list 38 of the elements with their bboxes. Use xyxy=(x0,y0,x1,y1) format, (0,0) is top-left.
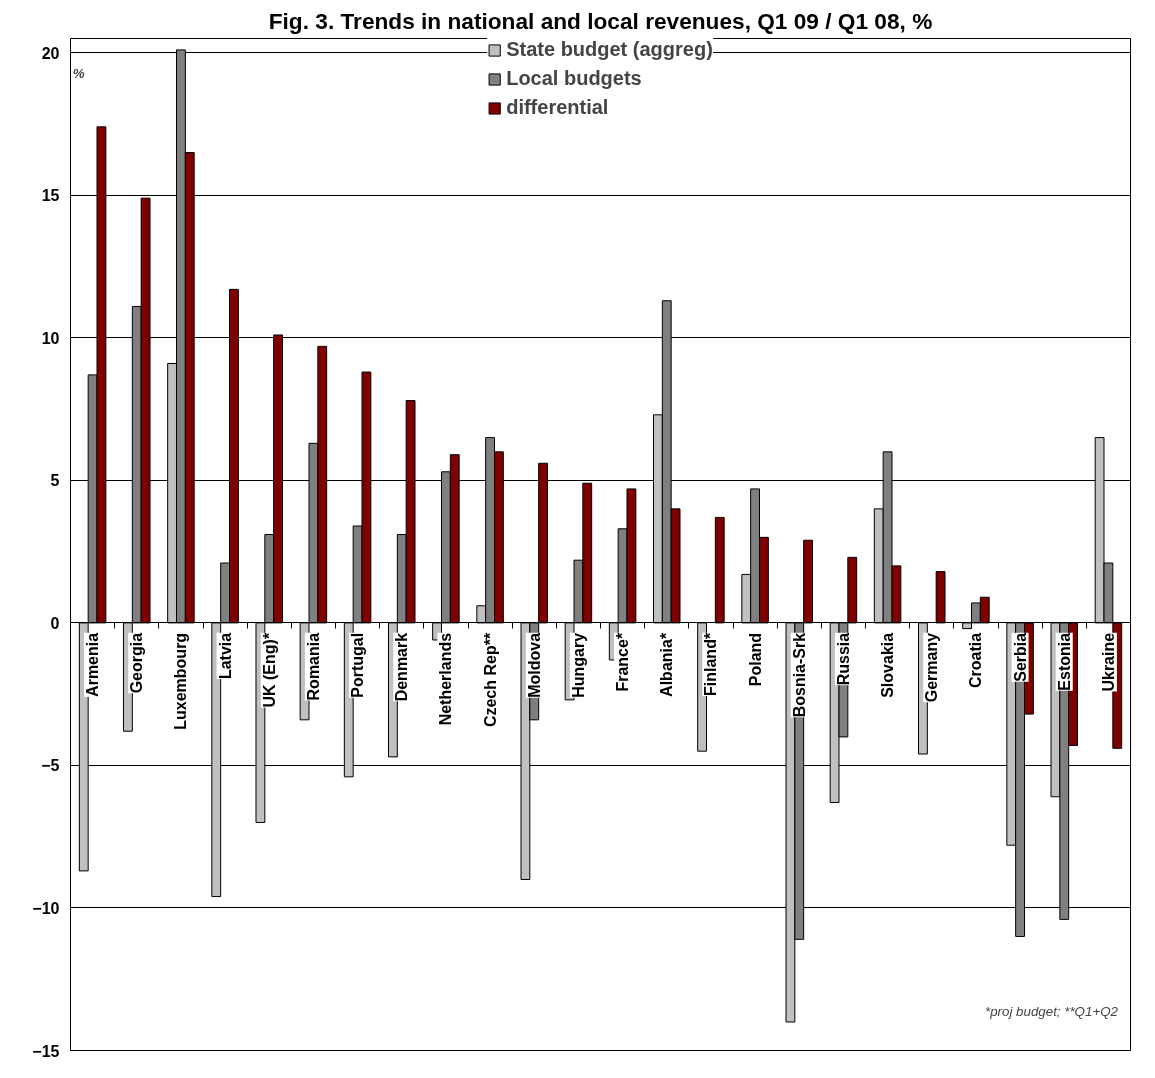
legend-label: Local budgets xyxy=(506,67,642,90)
y-tick-label: −10 xyxy=(32,899,60,917)
x-tick-label: Romania xyxy=(304,632,322,701)
x-tick-label: Poland xyxy=(746,632,764,687)
x-tick-label: Luxembourg xyxy=(172,632,190,730)
x-tick-label: Albania* xyxy=(658,632,676,697)
x-tick-label: Hungary xyxy=(569,632,587,698)
x-tick-label: France* xyxy=(614,632,632,692)
x-tick-label: Bosnia-Srk xyxy=(790,632,808,718)
x-tick-label: Moldova xyxy=(525,632,543,698)
legend-label: differential xyxy=(506,96,609,119)
x-tick-label: UK (Eng)* xyxy=(260,632,278,708)
annotation: *proj budget; **Q1+Q2 xyxy=(984,1004,1119,1020)
x-tick-label: Ukraine xyxy=(1099,632,1117,692)
legend-label: State budget (aggreg) xyxy=(506,38,713,61)
x-tick-label: Netherlands xyxy=(437,632,455,726)
x-tick-label: Croatia xyxy=(967,632,985,688)
x-tick-label: Georgia xyxy=(128,632,146,694)
x-tick-label: Armenia xyxy=(84,632,102,697)
x-tick-label: Portugal xyxy=(349,632,367,698)
y-tick-label: 0 xyxy=(50,614,60,632)
y-axis-title: % xyxy=(72,66,85,82)
x-tick-label: Russia xyxy=(834,632,852,686)
x-tick-label: Serbia xyxy=(1011,632,1029,682)
x-tick-label: Finland* xyxy=(702,632,720,696)
y-tick-label: 5 xyxy=(50,472,60,490)
y-tick-label: 15 xyxy=(41,187,60,205)
x-tick-label: Latvia xyxy=(216,632,234,680)
x-tick-label: Denmark xyxy=(393,632,411,702)
y-tick-label: −5 xyxy=(41,757,60,775)
chart-title: Fig. 3. Trends in national and local revenues, Q1 09 / Q1 08, % xyxy=(268,7,933,34)
x-tick-label: Slovakia xyxy=(879,632,897,698)
x-tick-label: Estonia xyxy=(1055,632,1073,691)
x-tick-label: Czech Rep** xyxy=(481,632,499,728)
y-tick-label: −15 xyxy=(32,1042,60,1060)
y-tick-label: 20 xyxy=(41,44,60,62)
x-tick-label: Germany xyxy=(923,632,941,703)
y-tick-label: 10 xyxy=(41,329,60,347)
